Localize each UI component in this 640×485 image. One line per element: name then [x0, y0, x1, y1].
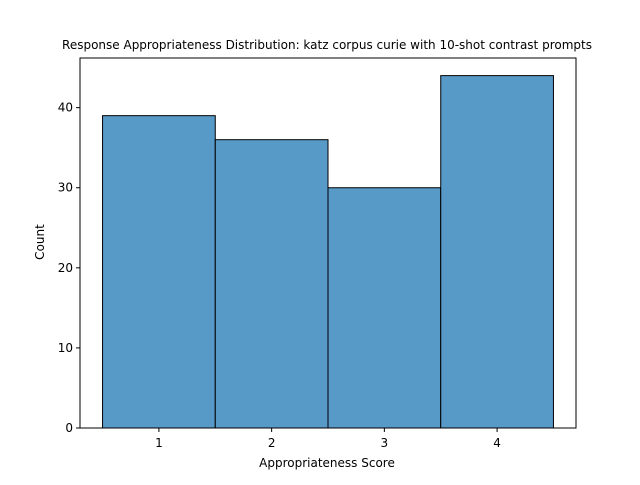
x-tick-label-2: 2	[268, 436, 276, 450]
bar-2	[214, 139, 329, 429]
x-tick-label-1: 1	[155, 436, 163, 450]
x-tick-label-3: 3	[381, 436, 389, 450]
x-axis-label: Appropriateness Score	[259, 456, 395, 470]
bar-1	[102, 115, 216, 429]
y-tick-label-30: 30	[58, 181, 73, 195]
y-tick-label-40: 40	[58, 101, 73, 115]
plot-frame	[79, 57, 577, 429]
y-tick-label-10: 10	[58, 341, 73, 355]
bar-3	[327, 187, 442, 429]
y-ticks-group: 0 10 20 30 40	[58, 101, 80, 435]
x-tick-label-4: 4	[493, 436, 501, 450]
y-tick-label-20: 20	[58, 261, 73, 275]
bars-group	[102, 75, 554, 429]
bar-4	[440, 75, 554, 429]
y-tick-label-0: 0	[65, 421, 73, 435]
x-ticks-group: 1 2 3 4	[155, 428, 501, 450]
y-axis-label: Count	[33, 224, 47, 260]
chart-title: Response Appropriateness Distribution: k…	[62, 38, 592, 52]
